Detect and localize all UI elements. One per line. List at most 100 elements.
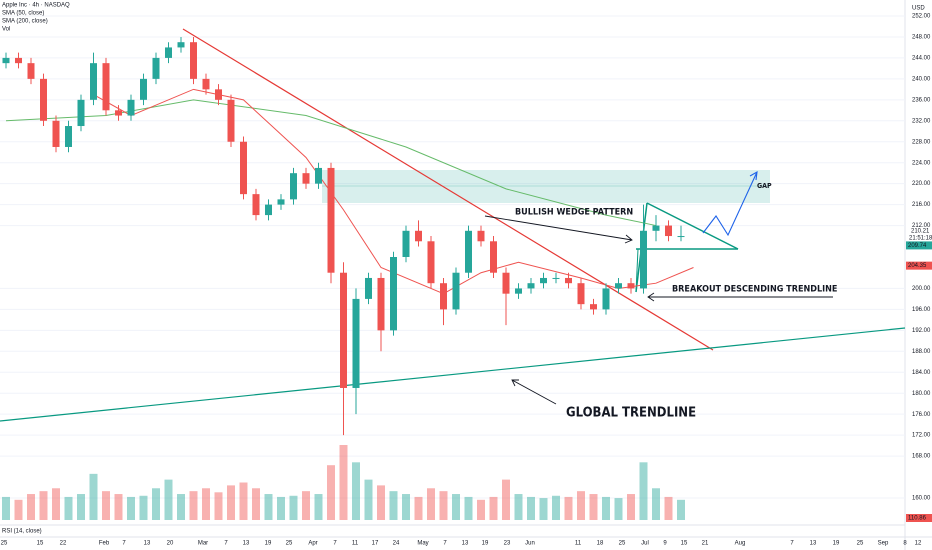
candle-body — [490, 241, 497, 273]
candle-body — [202, 78, 210, 90]
x-tick-label: 13 — [462, 541, 469, 547]
bid-price: 210.21 — [911, 229, 930, 235]
candle-body — [390, 257, 397, 331]
candle-body — [515, 288, 522, 294]
x-tick-label: 25 — [857, 541, 864, 547]
x-tick-label: 20 — [167, 541, 174, 547]
x-tick-label: 19 — [833, 541, 840, 547]
candle-body — [590, 304, 597, 310]
legend-sma50: SMA (50, close) — [2, 11, 44, 17]
x-tick-label: Feb — [99, 541, 110, 547]
legend-sma200: SMA (200, close) — [2, 19, 48, 25]
x-tick-label: 19 — [265, 541, 272, 547]
volume-bar — [339, 445, 348, 520]
x-tick-label: 7 — [333, 541, 337, 547]
y-tick-label: 160.00 — [912, 496, 931, 502]
volume-bar — [389, 491, 398, 520]
chart-title: Apple Inc · 4h · NASDAQ — [2, 3, 70, 9]
volume-bar — [564, 496, 573, 520]
candle-body — [277, 199, 285, 205]
volume-bar — [552, 495, 560, 520]
candle-body — [327, 167, 335, 273]
annotation: BREAKOUT DESCENDING TRENDLINE — [672, 285, 837, 295]
x-tick-label: 19 — [482, 541, 489, 547]
y-tick-label: 192.00 — [912, 328, 931, 334]
volume-bar — [489, 496, 498, 520]
y-tick-label: 248.00 — [912, 35, 931, 41]
candle-body — [227, 99, 235, 142]
volume-bar — [64, 496, 73, 520]
drawing-line — [0, 327, 906, 422]
candle-body — [215, 89, 222, 100]
x-tick-label: 25 — [286, 541, 293, 547]
volume-bar — [664, 496, 673, 520]
x-tick-label: 9 — [663, 541, 667, 547]
countdown: 21:51:18 — [909, 236, 932, 242]
candle-body — [52, 120, 60, 147]
candle-body — [190, 42, 197, 79]
candle-body — [652, 225, 660, 231]
volume-bar — [502, 479, 510, 520]
volume-bar — [464, 496, 473, 520]
drawing-line — [646, 202, 739, 250]
arrow — [647, 292, 833, 302]
candle-body — [265, 204, 272, 216]
x-tick-label: 22 — [60, 541, 67, 547]
x-tick-label: 15 — [681, 541, 688, 547]
x-tick-label: Sep — [878, 541, 889, 547]
candle-body — [152, 57, 160, 79]
volume-bar — [577, 491, 585, 520]
x-tick-label: 24 — [393, 541, 400, 547]
y-tick-label: 220.00 — [912, 181, 931, 187]
volume-bar — [514, 494, 523, 520]
candle-body — [165, 47, 172, 58]
volume-bar — [177, 494, 185, 520]
candle-body — [302, 173, 310, 184]
x-tick-label: 13 — [243, 541, 250, 547]
candle-body — [602, 288, 610, 310]
volume-bar — [477, 499, 485, 520]
x-tick-label: 13 — [144, 541, 151, 547]
candle-body — [2, 57, 10, 64]
currency: USD — [912, 6, 925, 12]
volume-bar — [377, 485, 385, 520]
x-tick-label: Mar — [198, 541, 208, 547]
volume-bar — [89, 473, 98, 520]
candle-body — [127, 99, 135, 116]
volume-bar — [352, 462, 360, 520]
annotation: GAP — [757, 182, 772, 190]
x-tick-label: 23 — [504, 541, 511, 547]
candle-body — [290, 173, 297, 200]
candle-body — [177, 42, 185, 48]
candle-body — [427, 241, 435, 284]
x-tick-label: 25 — [619, 541, 626, 547]
candle-body — [352, 298, 360, 388]
volume-bar — [602, 496, 610, 520]
volume-bar — [239, 482, 248, 520]
last-price: 209.74 — [908, 243, 927, 249]
annotation: BULLISH WEDGE PATTERN — [515, 208, 633, 218]
x-tick-label: 25 — [1, 541, 8, 547]
x-tick-label: Apr — [308, 541, 317, 547]
x-tick-label: May — [417, 541, 428, 547]
y-tick-label: 240.00 — [912, 76, 931, 82]
x-tick-label: Jun — [525, 541, 535, 547]
volume-bar — [364, 479, 373, 520]
candle-body — [315, 167, 322, 184]
candle-body — [477, 230, 485, 242]
x-tick-label: 17 — [372, 541, 379, 547]
y-tick-label: 244.00 — [912, 55, 931, 61]
y-tick-label: 212.00 — [912, 223, 931, 229]
y-tick-label: 180.00 — [912, 391, 931, 397]
volume-bar — [214, 492, 223, 520]
x-tick-label: Aug — [735, 541, 746, 547]
x-tick-label: 11 — [575, 541, 582, 547]
candle-body — [552, 277, 560, 279]
volume-bar — [277, 496, 285, 520]
volume-bar — [289, 495, 298, 520]
volume-bar — [227, 485, 235, 520]
candle-body — [340, 272, 347, 388]
volume-bar — [427, 488, 435, 520]
volume-bar — [589, 494, 598, 520]
